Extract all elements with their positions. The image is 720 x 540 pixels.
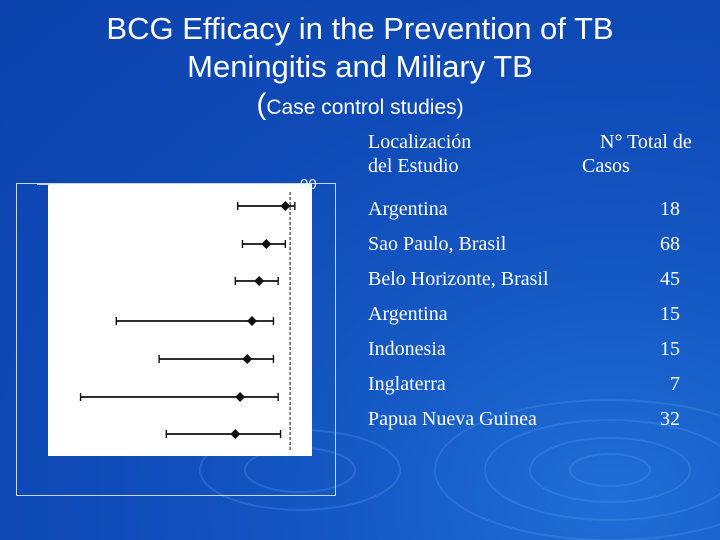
study-estimate [115, 316, 275, 326]
axis-left-tick [37, 184, 49, 185]
point-estimate-diamond [261, 239, 272, 249]
point-estimate-diamond [280, 201, 291, 211]
study-estimate [158, 354, 275, 364]
study-estimate [79, 392, 279, 402]
subtitle-paren: ( [256, 88, 267, 121]
header-location-line-2: del Estudio [368, 155, 459, 177]
slide-title: BCG Efficacy in the Prevention of TB Men… [0, 10, 720, 86]
study-estimate [237, 201, 296, 211]
header-location-line-1: Localización [368, 131, 472, 153]
table-row-cases: 18 [660, 198, 680, 220]
point-estimate-diamond [247, 316, 257, 326]
table-row-cases: 7 [670, 373, 680, 395]
table-row-location: Belo Horizonte, Brasil [368, 268, 549, 290]
subtitle-text: Case control studies) [266, 96, 464, 119]
table-row-cases: 15 [660, 338, 680, 360]
table-row-cases: 45 [660, 268, 680, 290]
slide-subtitle: (Case control studies) [0, 88, 720, 127]
header-total-cases: N° Total de Casos [582, 130, 692, 178]
forest-plot-panel [48, 184, 312, 456]
header-total-line-2: Casos [582, 155, 630, 177]
study-estimate [165, 429, 282, 439]
table-row-cases: 68 [660, 233, 680, 255]
point-estimate-diamond [235, 392, 246, 402]
table-row-location: Argentina [368, 303, 448, 325]
study-estimate [234, 276, 279, 286]
table-row-location: Sao Paulo, Brasil [368, 233, 507, 255]
table-row-location: Papua Nueva Guinea [368, 408, 537, 430]
point-estimate-diamond [230, 429, 241, 439]
axis-tick-label: 00 [300, 176, 317, 193]
table-row-location: Indonesia [368, 338, 446, 360]
point-estimate-diamond [242, 354, 253, 364]
table-row-cases: 32 [660, 408, 680, 430]
forest-plot-frame [16, 183, 336, 496]
slide-title-line-2: Meningitis and Miliary TB [187, 49, 533, 84]
study-estimate [241, 239, 287, 249]
header-total-line-1: N° Total de [600, 131, 692, 153]
point-estimate-diamond [254, 276, 265, 286]
slide-title-line-1: BCG Efficacy in the Prevention of TB [106, 11, 614, 46]
table-row-cases: 15 [660, 303, 680, 325]
table-row-location: Inglaterra [368, 373, 446, 395]
header-location: Localización del Estudio [368, 130, 471, 178]
forest-plot [79, 192, 296, 452]
table-row-location: Argentina [368, 198, 448, 220]
